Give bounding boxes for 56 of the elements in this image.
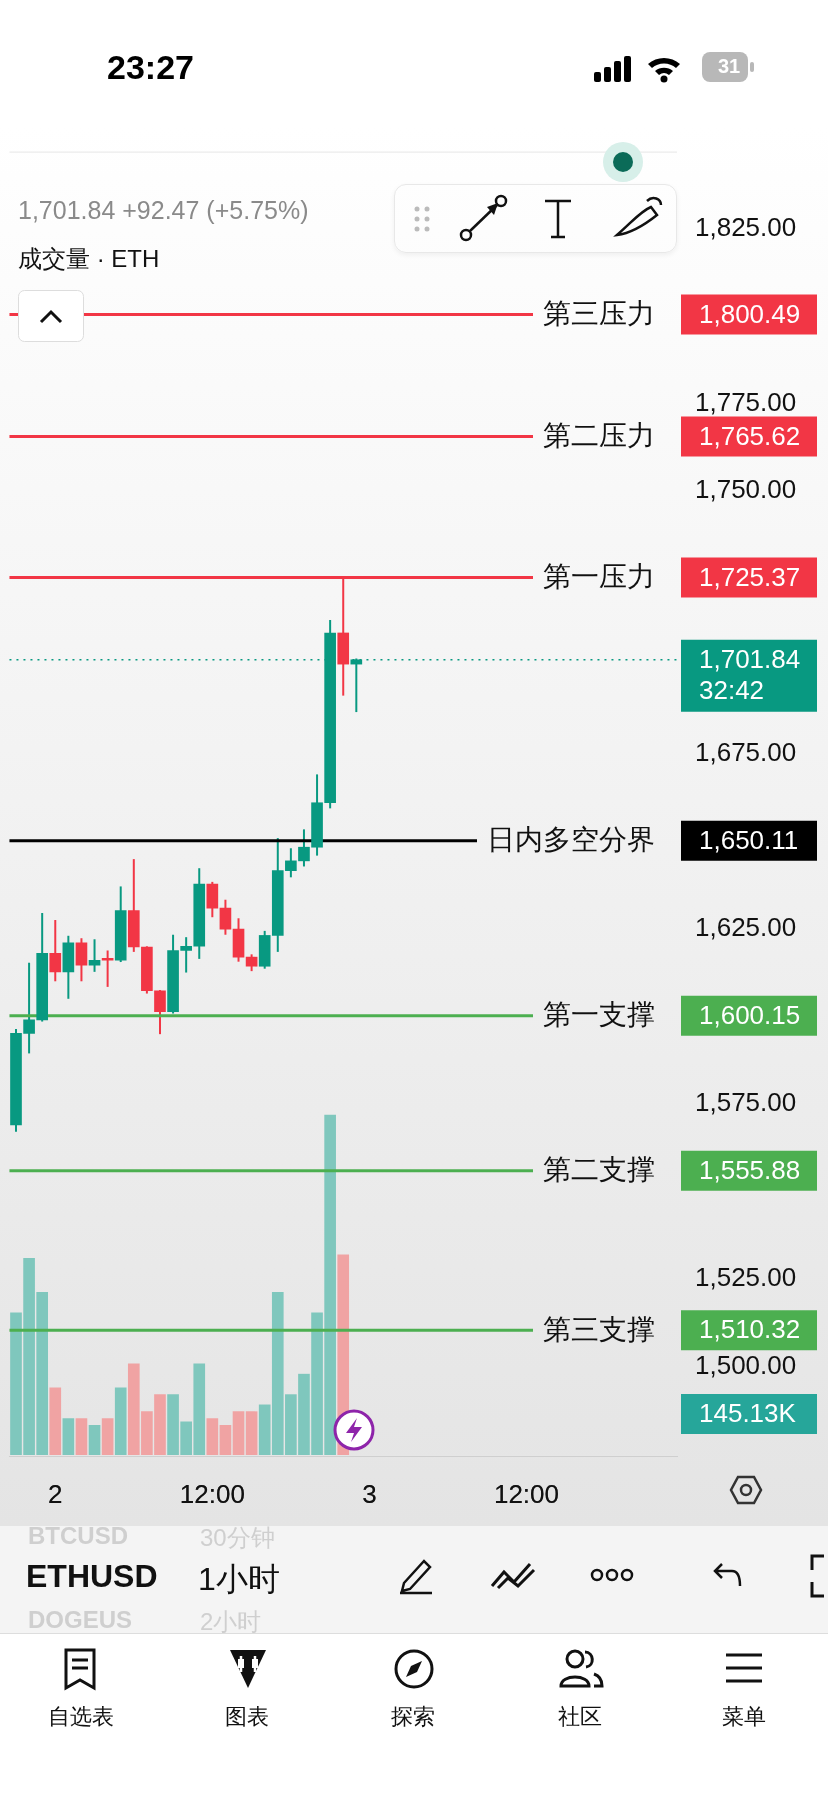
y-tick-label: 1,750.00 — [695, 474, 797, 505]
text: 1,701.84 — [699, 643, 801, 674]
annotation: 成交量 · ETH — [18, 244, 160, 274]
text: 探索 — [391, 1703, 435, 1731]
candlestick — [49, 919, 62, 983]
x-tick-label: 3 — [362, 1478, 377, 1509]
text: 31 — [718, 55, 741, 78]
y-tick-label: 1,675.00 — [695, 736, 797, 767]
text: 自选表 — [48, 1703, 114, 1731]
text: 1,555.88 — [699, 1154, 801, 1185]
y-tick-label: 1,575.00 — [695, 1086, 797, 1117]
ref-line-label: 第一压力 — [543, 559, 655, 593]
bar — [62, 1418, 75, 1456]
text: ETHUSD — [26, 1558, 158, 1595]
bar — [49, 1387, 62, 1456]
text: 1,765.62 — [699, 420, 801, 451]
text: 1小时 — [198, 1560, 280, 1599]
y-tick-label: 1,625.00 — [695, 911, 797, 942]
text: 1,600.15 — [699, 999, 801, 1030]
ref-line-label: 第三压力 — [543, 296, 655, 330]
ref-line-label: 第二支撑 — [543, 1153, 655, 1187]
x-tick-label: 12:00 — [493, 1478, 560, 1509]
candlestick — [75, 937, 88, 983]
bar — [219, 1424, 232, 1456]
bar — [101, 1418, 114, 1456]
y-tick-label: 1,525.00 — [695, 1262, 797, 1293]
text: 23:27 — [107, 48, 194, 87]
ref-line-label: 第一支撑 — [543, 998, 655, 1032]
x-tick-label: 2 — [48, 1478, 63, 1509]
text: 菜单 — [722, 1703, 766, 1731]
bar — [75, 1418, 88, 1456]
text: 1,510.32 — [699, 1314, 801, 1345]
y-tick-label: 1,500.00 — [695, 1349, 797, 1380]
text: 1,800.49 — [699, 298, 801, 329]
candlestick — [101, 949, 114, 988]
x-tick-label: 12:00 — [179, 1478, 245, 1509]
text: 1,725.37 — [699, 561, 801, 592]
candlestick — [350, 657, 363, 714]
text: 社区 — [558, 1703, 602, 1731]
ref-line-label: 第三支撑 — [543, 1312, 655, 1346]
ref-line-label: 日内多空分界 — [487, 823, 655, 857]
candlestick — [219, 898, 232, 936]
text: 1,701.84 +92.47 (+5.75%) — [18, 196, 309, 225]
candlestick — [88, 938, 101, 973]
bar — [206, 1418, 219, 1456]
y-tick-label: 1,825.00 — [695, 211, 797, 242]
bar — [88, 1424, 101, 1456]
bar — [245, 1411, 258, 1456]
bar — [232, 1411, 245, 1456]
text: 1,650.11 — [699, 825, 799, 856]
text: 图表 — [225, 1703, 269, 1731]
text: 145.13K — [699, 1398, 797, 1429]
ref-line-label: 第二压力 — [543, 418, 655, 452]
text: 32:42 — [699, 674, 765, 705]
y-tick-label: 1,775.00 — [695, 386, 797, 417]
bar — [114, 1387, 127, 1456]
